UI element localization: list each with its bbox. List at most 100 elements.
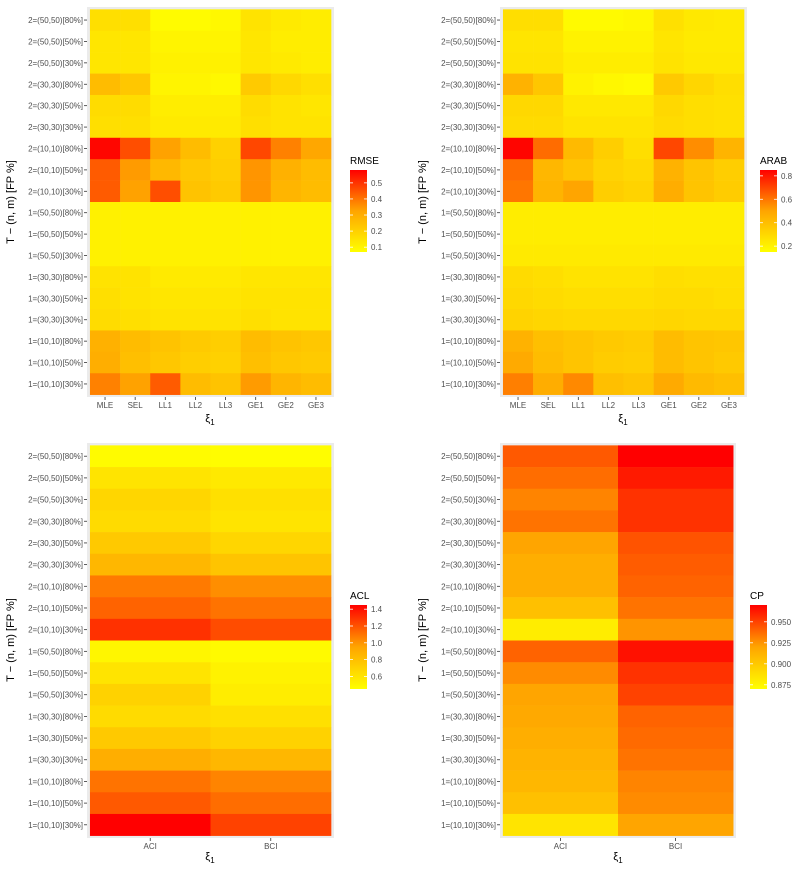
heatmap-cell: [593, 180, 624, 203]
heatmap-cell: [240, 244, 272, 267]
y-tick-label: 2=(10,10)[80%]: [441, 144, 496, 153]
x-tick-label: LL2: [602, 401, 616, 410]
heatmap-cell: [563, 137, 594, 160]
y-tick-label: 2=(50,50)[50%]: [441, 474, 496, 483]
y-tick-label: 2=(10,10)[50%]: [441, 604, 496, 613]
heatmap-cell: [210, 287, 241, 310]
y-tick-label: 2=(30,30)[50%]: [441, 102, 496, 111]
colorbar-tick-label: 0.8: [781, 172, 793, 181]
heatmap-cell: [89, 597, 211, 620]
heatmap-cell: [618, 488, 734, 511]
heatmap-cell: [210, 266, 241, 288]
heatmap-cell: [502, 662, 619, 685]
heatmap-cell: [683, 287, 715, 310]
heatmap-cell: [623, 373, 654, 395]
y-tick-label: 2=(50,50)[30%]: [441, 496, 496, 505]
y-tick-label: 1=(50,50)[50%]: [441, 230, 496, 239]
colorbar: [350, 605, 367, 689]
heatmap-cell: [270, 94, 302, 117]
heatmap-cell: [150, 373, 181, 395]
heatmap-cell: [713, 202, 745, 224]
y-tick-label: 1=(30,30)[50%]: [441, 734, 496, 743]
heatmap-cell: [210, 351, 241, 374]
heatmap-cell: [89, 467, 211, 490]
heatmap-cell: [210, 683, 332, 706]
y-tick-label: 1=(50,50)[80%]: [441, 209, 496, 218]
heatmap-cell: [150, 137, 181, 160]
y-tick-label: 1=(10,10)[50%]: [28, 359, 83, 368]
heatmap-cell: [89, 52, 121, 74]
heatmap-cell: [502, 330, 534, 353]
heatmap-cell: [210, 202, 241, 224]
heatmap-cell: [623, 94, 654, 117]
heatmap-cell: [89, 244, 121, 267]
heatmap-cell: [210, 532, 332, 555]
heatmap-cell: [502, 575, 619, 598]
heatmap-cell: [180, 116, 211, 139]
heatmap-cell: [300, 266, 332, 288]
heatmap-cell: [210, 640, 332, 663]
heatmap-cell: [300, 137, 332, 160]
heatmap-cell: [618, 618, 734, 641]
heatmap-cell: [210, 662, 332, 685]
colorbar: [350, 170, 367, 252]
heatmap-cell: [89, 510, 211, 533]
heatmap-cell: [180, 223, 211, 246]
y-tick-label: 1=(50,50)[30%]: [28, 691, 83, 700]
heatmap-cell: [502, 640, 619, 663]
heatmap-cell: [502, 510, 619, 533]
colorbar-tick-label: 1.4: [371, 605, 383, 614]
heatmap-cell: [240, 202, 272, 224]
heatmap-cell: [89, 792, 211, 815]
heatmap-cell: [210, 330, 241, 353]
heatmap-cell: [533, 287, 564, 310]
heatmap-cell: [89, 202, 121, 224]
heatmap-cell: [150, 116, 181, 139]
colorbar-tick-label: 0.1: [371, 243, 383, 252]
heatmap-cell: [593, 223, 624, 246]
heatmap-cell: [210, 467, 332, 490]
heatmap-cell: [502, 445, 619, 468]
heatmap-cell: [89, 813, 211, 836]
heatmap-cell: [563, 330, 594, 353]
heatmap-cell: [563, 244, 594, 267]
heatmap-cell: [180, 266, 211, 288]
heatmap-cell: [533, 223, 564, 246]
heatmap-cell: [623, 159, 654, 181]
heatmap-cell: [618, 813, 734, 836]
y-axis-title: T − (n, m) [FP %]: [417, 160, 429, 244]
colorbar-tick-label: 0.3: [371, 211, 383, 220]
heatmap-cell: [300, 351, 332, 374]
y-tick-label: 2=(10,10)[30%]: [441, 187, 496, 196]
y-tick-label: 2=(50,50)[80%]: [441, 452, 496, 461]
heatmap-cell: [120, 159, 151, 181]
heatmap-cell: [563, 351, 594, 374]
heatmap-cell: [180, 30, 211, 53]
heatmap-cell: [623, 116, 654, 139]
heatmap-cell: [623, 266, 654, 288]
heatmap-cell: [89, 770, 211, 793]
heatmap-cell: [502, 553, 619, 576]
heatmap-cell: [120, 223, 151, 246]
colorbar-tick-label: 0.875: [771, 681, 792, 690]
heatmap-cell: [210, 510, 332, 533]
heatmap-cell: [150, 309, 181, 331]
heatmap-cell: [653, 287, 685, 310]
heatmap-cell: [502, 266, 534, 288]
y-tick-label: 1=(50,50)[30%]: [28, 252, 83, 261]
heatmap-cell: [120, 52, 151, 74]
heatmap-cell: [210, 727, 332, 750]
heatmap-cell: [593, 9, 624, 32]
colorbar-tick-label: 0.2: [371, 227, 383, 236]
heatmap-cell: [593, 94, 624, 117]
heatmap-cell: [180, 52, 211, 74]
heatmap-cell: [300, 52, 332, 74]
heatmap-cell: [653, 137, 685, 160]
heatmap-cell: [563, 373, 594, 395]
heatmap-cell: [533, 180, 564, 203]
heatmap-cell: [180, 159, 211, 181]
heatmap-cell: [210, 373, 241, 395]
heatmap-cell: [502, 813, 619, 836]
heatmap-cell: [653, 351, 685, 374]
